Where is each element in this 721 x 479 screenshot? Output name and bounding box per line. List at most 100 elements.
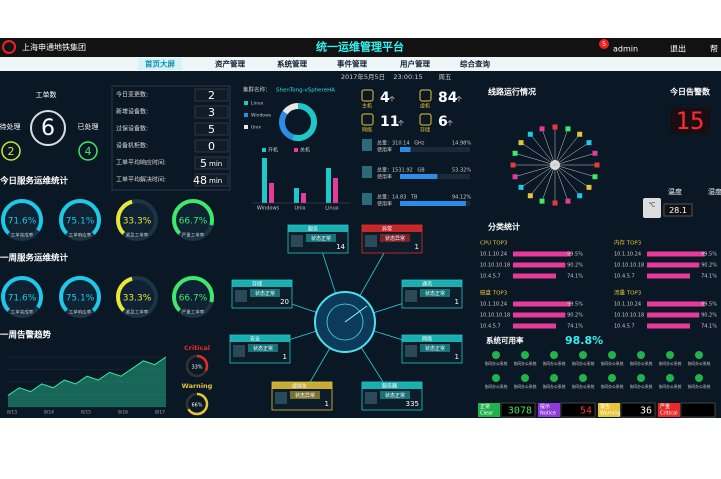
usage-bar [400,201,466,206]
system-status [666,351,674,359]
group-title: 内存 TOP3 [614,239,642,247]
node-status: 状态正常 [253,345,273,352]
topology-node-header [402,335,462,342]
severity-arc [185,392,209,416]
top-bar [513,262,566,268]
gauge-value: 71.6% [8,294,37,304]
humidity-label: 湿度 [708,187,721,196]
gauge-name: 紧急工单率 [126,309,149,316]
group-title: CPU TOP3 [480,241,508,247]
node-icon [365,392,377,404]
trend-x-label: 8/13 [7,410,17,416]
gauge-value: 75.1% [66,294,95,304]
tickets-total: 6 [41,116,55,141]
top-bar [513,323,556,329]
gauge-name: 工单响应率 [69,232,92,239]
topology-node-header [288,225,348,232]
level-count-box [680,402,716,418]
system-status [608,351,616,359]
system-name: 协同办公系统 [543,384,566,389]
donut-segment [279,110,295,141]
usage-track [400,147,470,152]
level-count: 3078 [508,406,532,417]
node-count: 1 [455,353,459,361]
done-count: 4 [85,145,92,158]
level-cn: 警告 [600,403,610,410]
system-name: 协同办公系统 [659,384,682,389]
line-link [554,153,596,166]
system-status [521,374,529,382]
line-node [565,126,571,132]
line-link [520,142,556,166]
bar-x-label: Linux [325,206,339,212]
system-status [492,374,500,382]
cluster-label: 集群名称： [243,86,271,94]
row-value: 99.5% [567,252,583,258]
level-tag [598,403,620,417]
usage-bar [400,174,438,179]
node-icon [365,235,377,247]
weekday: 周五 [439,73,453,81]
nav-tab[interactable]: 系统管理 [277,59,307,69]
nav-tab[interactable]: 用户管理 [400,59,430,69]
node-count: 1 [455,298,459,306]
nav-tab[interactable]: 资产管理 [215,59,245,69]
line-node [586,184,592,190]
system-name: 协同办公系统 [688,361,711,366]
power-bar [326,168,331,203]
count-value: 6 [438,114,448,130]
gauge-value: 33.3% [123,294,152,304]
legend-label: Unix [251,125,261,131]
user-name[interactable]: admin [613,45,638,54]
done-ring [78,141,98,161]
usage-total-label: 总量： [377,194,392,201]
severity-name: Warning [182,382,213,390]
system-name: 协同办公系统 [601,361,624,366]
topology-node-header [362,382,422,389]
usage-unit: GHz [414,141,425,147]
level-count: 54 [580,406,592,417]
node-name: 服务 [308,225,318,232]
row-ip: 10.10.10.18 [614,313,644,319]
system-name: 协同办公系统 [630,384,653,389]
group-title: 磁盘 TOP3 [480,289,508,297]
usage-total: 1531.92 [392,168,413,174]
row-ip: 10.4.5.7 [480,274,501,280]
cluster-name: ShenTong-vSphereHA [276,88,335,94]
gauge-arc [172,276,214,318]
gauge-arc [59,199,101,241]
line-link [541,164,556,202]
row-ip: 10.1.10.24 [480,302,507,308]
time: 23:00:15 [393,73,422,81]
kpi-value: 3 [208,106,215,119]
tickets-title: 工单数 [36,90,57,99]
nav-tab[interactable]: 综合查询 [460,59,490,69]
system-name: 协同办公系统 [514,384,537,389]
severity-value: 66% [191,403,202,409]
level-count-box [500,402,536,418]
usage-unit: TB [410,195,418,201]
level-tag [658,403,680,417]
row-ip: 10.1.10.24 [614,302,641,308]
top-bar [513,273,556,279]
trend-x-label: 8/17 [155,410,165,416]
logout-link[interactable]: 退出 [670,44,686,54]
donut-segment [282,103,299,115]
row-value: 99.5% [701,302,717,308]
nav-tab[interactable]: 首页大屏 [145,59,175,69]
count-label: 网络 [362,127,372,134]
alarm-box [670,108,710,134]
node-status: 状态正常 [425,290,445,297]
help-link[interactable]: 帮 [710,44,718,54]
level-count-box [620,402,656,418]
nav-tab[interactable]: 事件管理 [337,59,367,69]
row-value: 74.1% [701,324,717,330]
usage-rate-label: 使用率 [377,147,392,154]
usage-total-label: 总量： [377,140,392,147]
line-node [565,198,571,204]
node-name: 存储 [252,280,262,287]
node-icon [275,392,287,404]
usage-icon [362,139,372,151]
usage-total: 310.14 [392,141,410,147]
line-link [554,164,569,202]
